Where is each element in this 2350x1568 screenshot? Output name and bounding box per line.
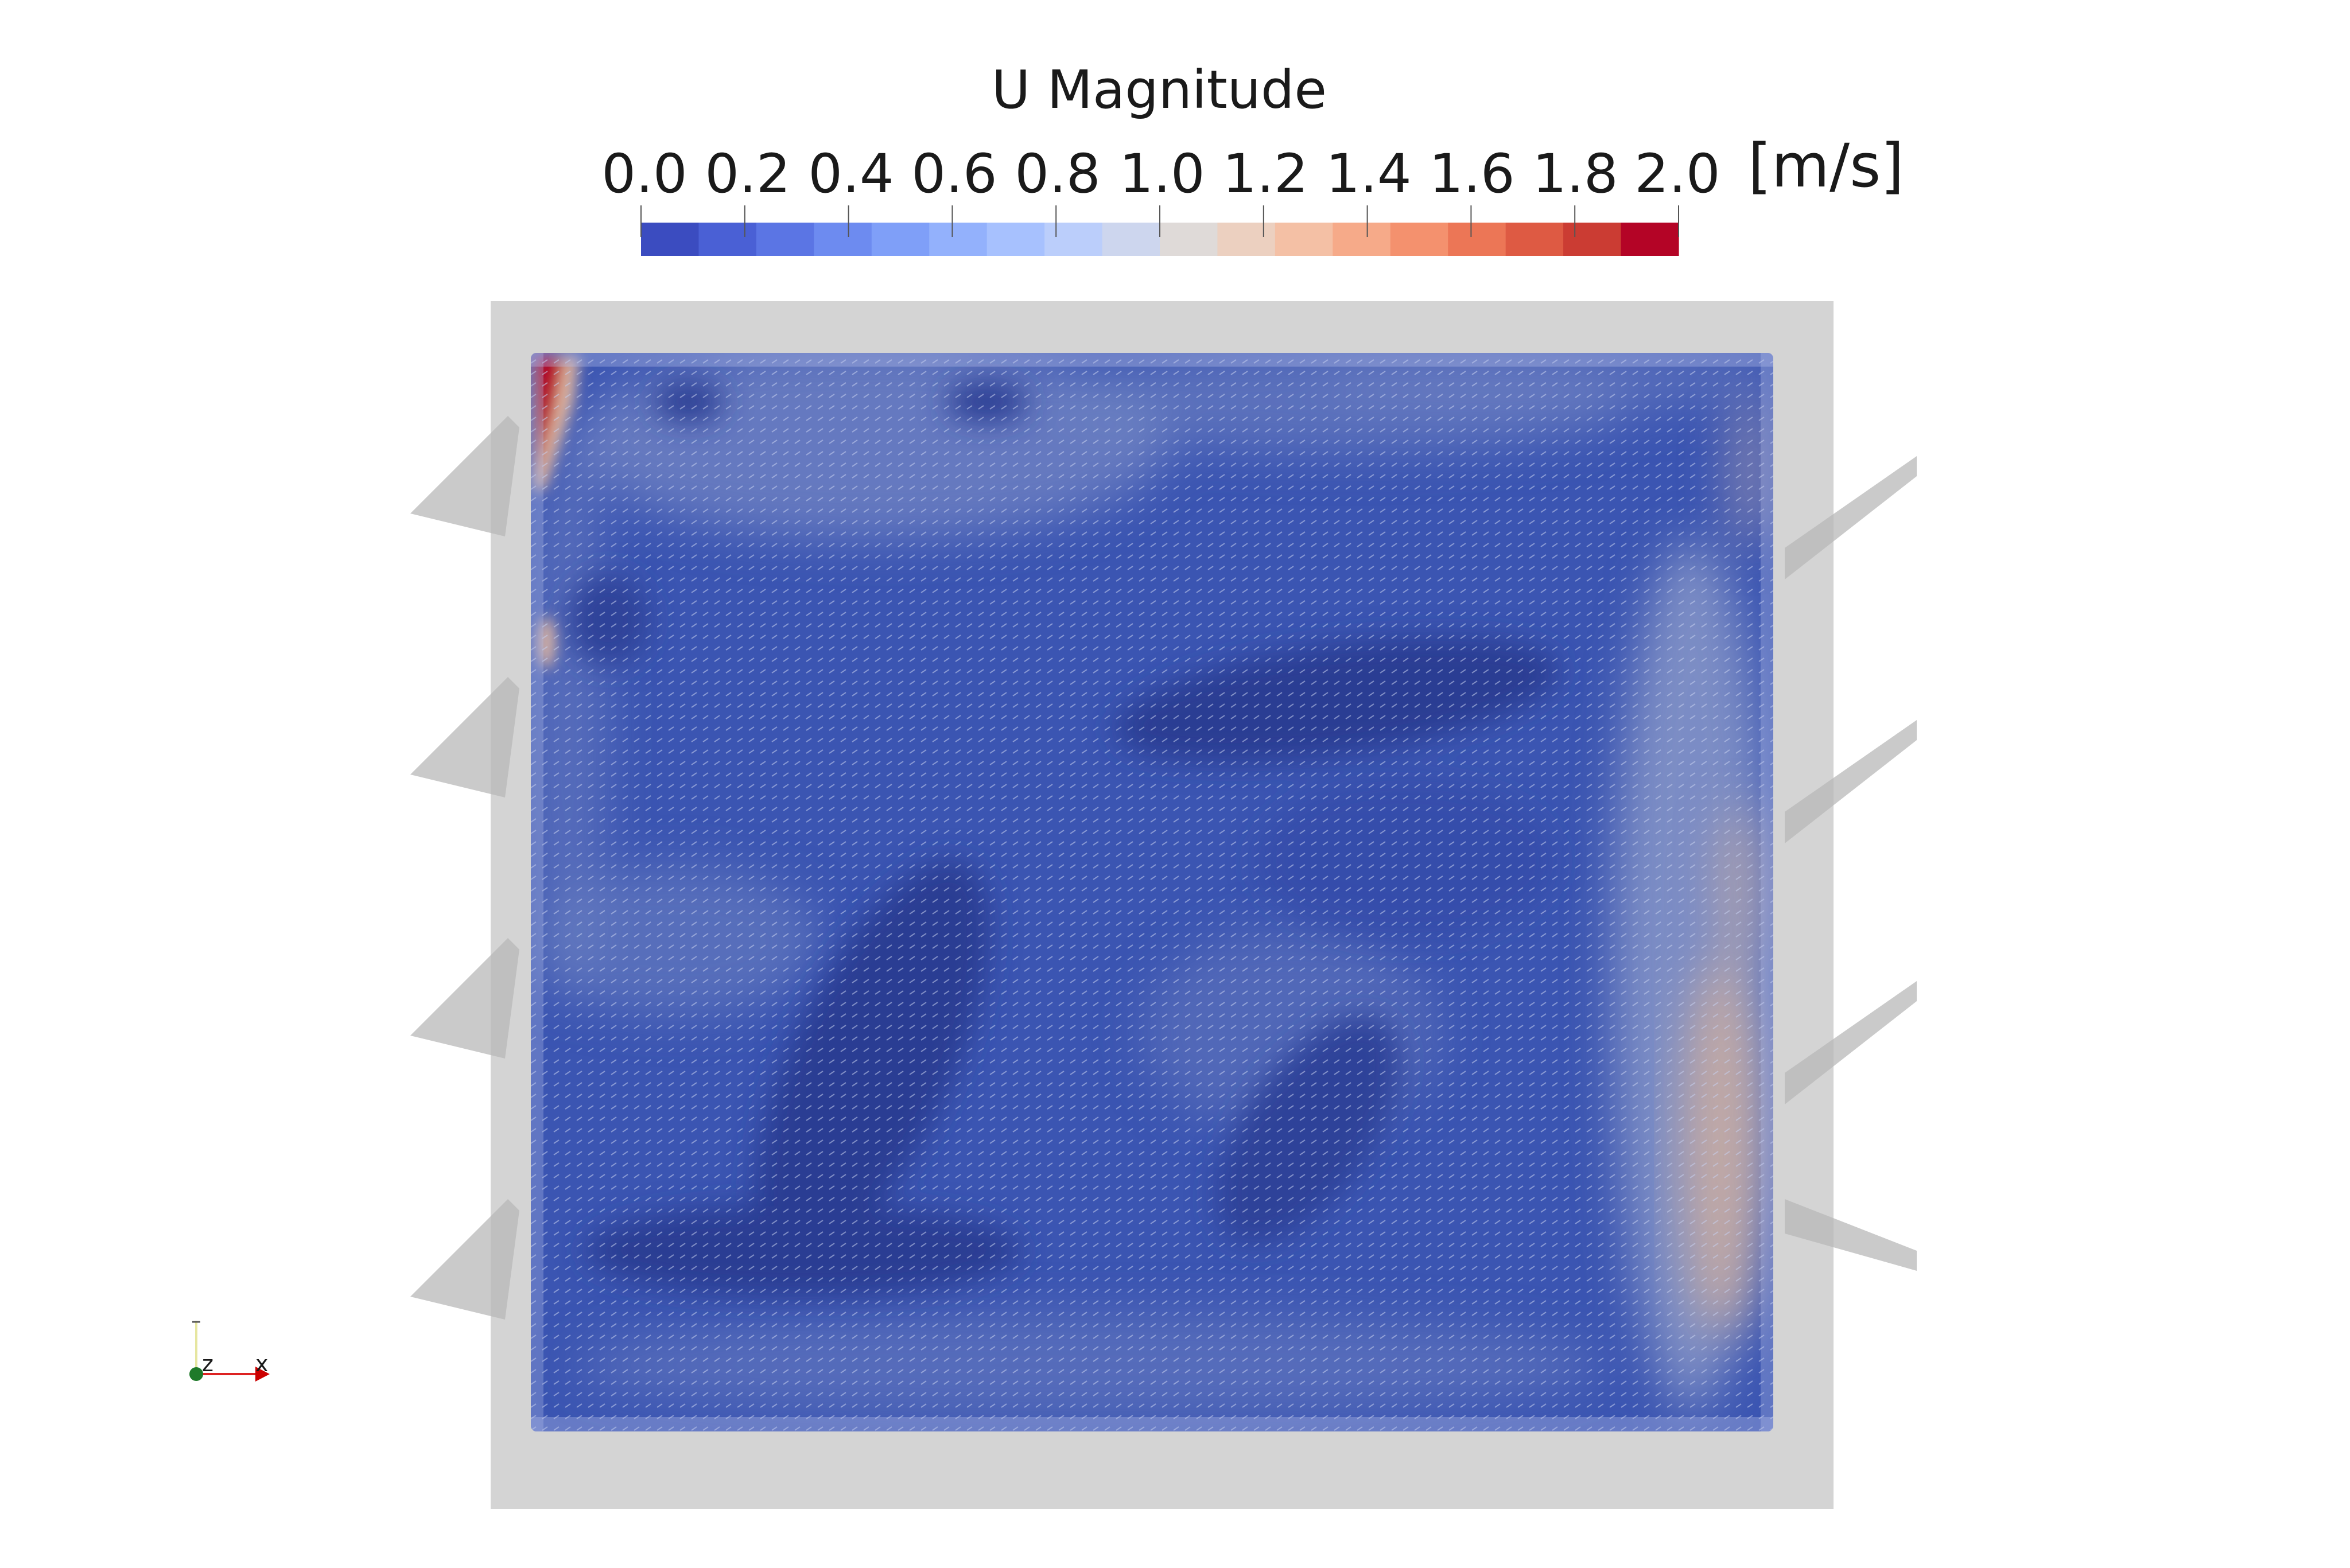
- colorbar-band-15: [1505, 223, 1564, 256]
- right-louver-vanes: [1785, 456, 1917, 1271]
- colorbar-title: U Magnitude: [992, 59, 1327, 120]
- orientation-axes-triad: z x: [189, 1321, 270, 1382]
- tick-label-3: 0.6: [911, 143, 997, 205]
- colorbar-band-1: [698, 223, 757, 256]
- colorbar-band-3: [814, 223, 872, 256]
- colorbar-band-10: [1217, 223, 1276, 256]
- left-louver-vanes: [410, 416, 519, 1320]
- tick-label-2: 0.4: [808, 143, 894, 205]
- colorbar-band-6: [986, 223, 1045, 256]
- velocity-vector-glyphs: [531, 353, 1773, 1431]
- colorbar-band-2: [756, 223, 814, 256]
- colorbar-band-13: [1390, 223, 1448, 256]
- tick-label-0: 0.0: [601, 143, 687, 205]
- tick-label-9: 1.8: [1532, 143, 1618, 205]
- colorbar-band-4: [871, 223, 930, 256]
- colorbar-band-12: [1333, 223, 1391, 256]
- colorbar-tick-labels: 0.0 0.2 0.4 0.6 0.8 1.0 1.2 1.4 1.6 1.8 …: [601, 143, 1720, 205]
- colorbar: [641, 223, 1679, 256]
- colorbar-band-17: [1621, 223, 1679, 256]
- tick-label-5: 1.0: [1119, 143, 1205, 205]
- colorbar-band-9: [1160, 223, 1218, 256]
- colorbar-band-0: [641, 223, 700, 256]
- colorbar-band-5: [929, 223, 988, 256]
- tick-label-10: 2.0: [1634, 143, 1720, 205]
- tick-label-1: 0.2: [705, 143, 791, 205]
- tick-label-6: 1.2: [1222, 143, 1308, 205]
- colorbar-band-16: [1563, 223, 1622, 256]
- colorbar-band-7: [1044, 223, 1103, 256]
- colorbar-band-11: [1275, 223, 1333, 256]
- tick-label-8: 1.6: [1429, 143, 1515, 205]
- tick-label-7: 1.4: [1326, 143, 1412, 205]
- colorbar-units: [m/s]: [1748, 131, 1904, 201]
- colorbar-band-8: [1102, 223, 1160, 256]
- velocity-magnitude-field: [531, 353, 1773, 1431]
- axis-z-label: z: [202, 1351, 213, 1376]
- tick-label-4: 0.8: [1015, 143, 1101, 205]
- colorbar-band-14: [1448, 223, 1506, 256]
- axis-x-label: x: [255, 1351, 269, 1376]
- colorbar-tick-marks: [640, 205, 1679, 237]
